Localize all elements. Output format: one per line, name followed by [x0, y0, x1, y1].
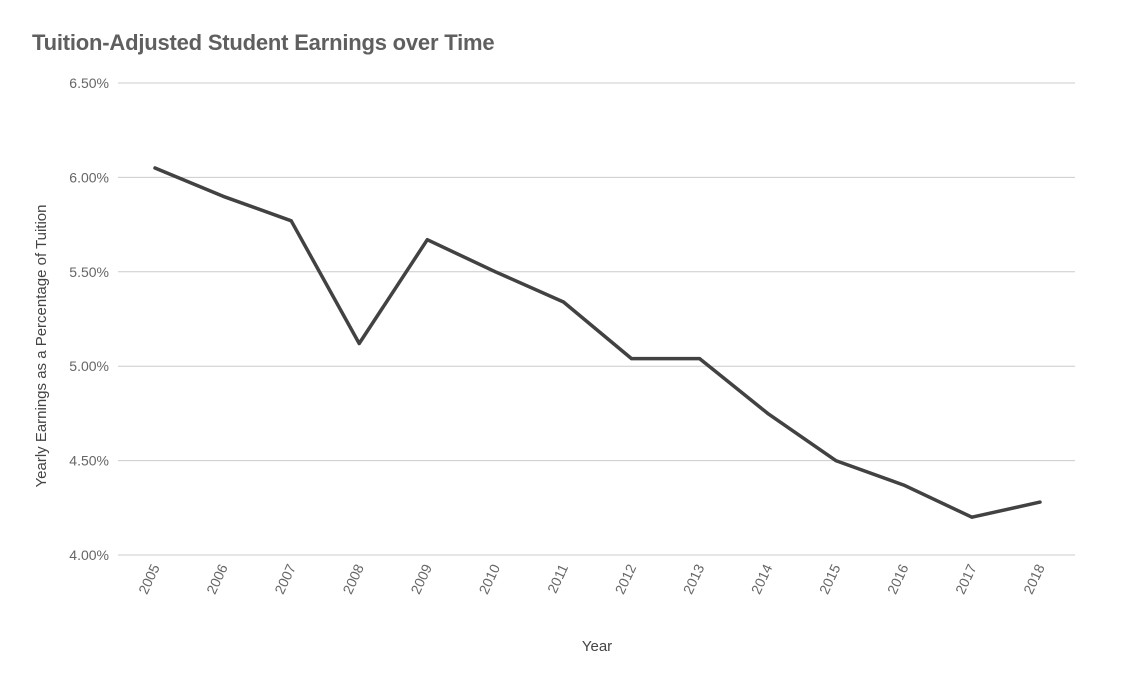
- data-point: [357, 342, 361, 346]
- data-point: [289, 219, 293, 223]
- y-tick-label: 5.00%: [69, 358, 109, 374]
- x-tick-label: 2016: [884, 561, 912, 596]
- x-axis-ticks: 2005 2006 2007 2008 2009 2010 2011 2012 2013 2014…: [135, 561, 1048, 596]
- series-layer: [153, 166, 1042, 519]
- x-tick-label: 2011: [544, 561, 571, 595]
- y-tick-label: 4.50%: [69, 453, 109, 469]
- data-point: [221, 194, 225, 198]
- x-tick-label: 2015: [816, 561, 844, 596]
- x-tick-label: 2018: [1020, 561, 1048, 596]
- x-tick-label: 2008: [339, 561, 367, 596]
- x-tick-label: 2009: [407, 561, 435, 596]
- x-axis-title: Year: [582, 638, 612, 655]
- data-point: [1038, 500, 1042, 504]
- data-point: [425, 238, 429, 242]
- data-point: [698, 357, 702, 361]
- x-tick-label: 2017: [952, 561, 980, 596]
- data-point: [493, 270, 497, 274]
- y-axis-ticks: 4.00% 4.50% 5.00% 5.50% 6.00% 6.50%: [69, 75, 109, 563]
- data-point: [766, 411, 770, 415]
- y-tick-label: 6.50%: [69, 75, 109, 91]
- x-tick-label: 2005: [135, 561, 163, 596]
- y-axis-title: Yearly Earnings as a Percentage of Tuiti…: [33, 205, 50, 488]
- x-tick-label: 2007: [271, 561, 299, 596]
- x-tick-label: 2006: [203, 561, 231, 596]
- data-point: [834, 459, 838, 463]
- x-tick-label: 2013: [680, 561, 708, 596]
- y-tick-label: 6.00%: [69, 169, 109, 185]
- x-tick-label: 2014: [748, 561, 776, 596]
- chart-title: Tuition-Adjusted Student Earnings over T…: [32, 30, 495, 55]
- gridlines: [118, 82, 1075, 556]
- data-point: [561, 300, 565, 304]
- y-tick-label: 4.00%: [69, 547, 109, 563]
- y-tick-label: 5.50%: [69, 264, 109, 280]
- series-line: [153, 166, 1042, 519]
- x-tick-label: 2012: [612, 561, 640, 596]
- data-point: [902, 483, 906, 487]
- data-point: [153, 166, 157, 170]
- x-tick-label: 2010: [475, 561, 503, 596]
- data-point: [630, 357, 634, 361]
- data-point: [970, 515, 974, 519]
